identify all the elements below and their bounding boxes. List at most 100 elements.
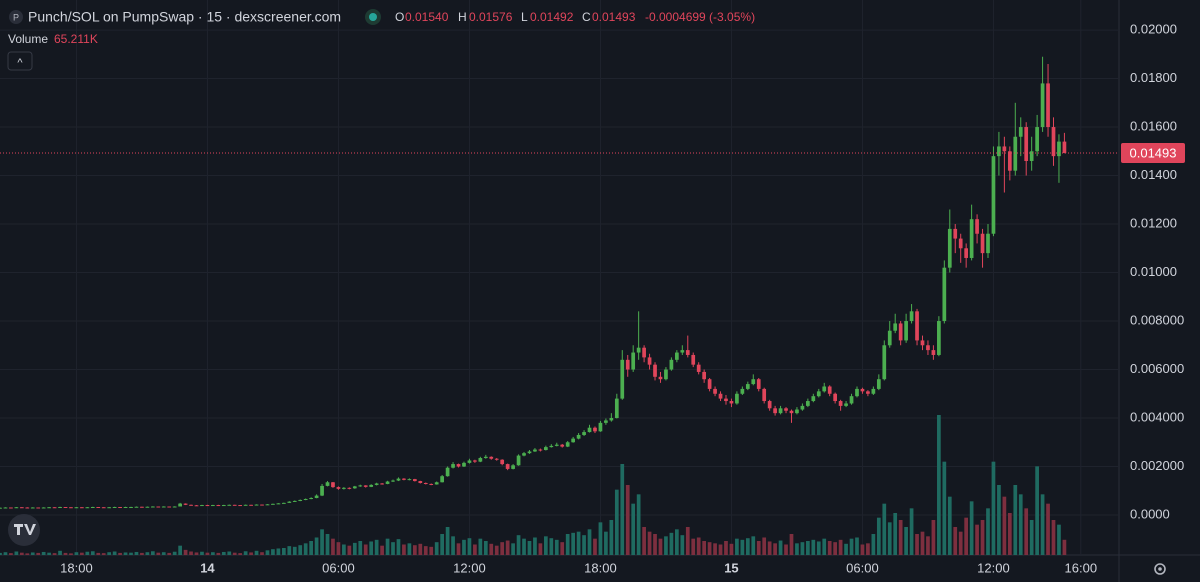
volume-bar — [1035, 466, 1039, 555]
candle-body — [876, 379, 881, 389]
candle-body — [494, 458, 499, 460]
candle-body — [374, 483, 379, 485]
volume-bar — [620, 464, 625, 555]
volume-bar — [718, 544, 723, 555]
x-tick-label: 12:00 — [453, 560, 486, 575]
settings-icon[interactable] — [1154, 563, 1166, 575]
volume-bar — [483, 541, 488, 555]
volume-bar — [702, 541, 707, 555]
volume-bar — [909, 508, 914, 555]
volume-title: Volume — [8, 32, 48, 46]
volume-bar — [735, 538, 739, 555]
candle-body — [0, 507, 2, 509]
candle-body — [456, 464, 461, 467]
symbol-icon-letter: P — [13, 12, 19, 22]
candle-body — [303, 498, 308, 500]
volume-bar — [74, 552, 79, 555]
candle-body — [19, 507, 24, 509]
volume-bar — [221, 551, 226, 555]
candle-body — [41, 507, 46, 509]
volume-bar — [811, 539, 816, 555]
candle-body — [276, 503, 281, 505]
candle-body — [25, 507, 30, 509]
candle-body — [604, 420, 608, 423]
volume-bar — [953, 527, 958, 555]
volume-bar — [904, 527, 908, 555]
candle-body — [423, 482, 428, 484]
candle-body — [500, 459, 505, 465]
volume-bar — [145, 552, 150, 555]
volume-bar — [664, 536, 668, 555]
candle-body — [1002, 146, 1007, 152]
candle-body — [52, 507, 57, 509]
candle-body — [931, 350, 936, 355]
volume-bar — [1002, 496, 1007, 555]
candle-body — [74, 507, 79, 509]
volume-value: 65.211K — [54, 32, 98, 46]
volume-bar — [980, 520, 985, 555]
candle-body — [773, 408, 777, 414]
volume-bar — [658, 538, 663, 555]
candle-body — [342, 487, 346, 489]
candle-body — [287, 501, 292, 503]
candle-body — [871, 388, 876, 394]
tv-logo[interactable] — [8, 514, 40, 546]
volume-bar — [1029, 520, 1034, 555]
volume-bar — [41, 551, 46, 555]
candle-body — [1018, 127, 1023, 137]
candle-body — [309, 498, 313, 500]
candle-body — [271, 503, 275, 505]
candle-body — [751, 379, 756, 385]
candle-body — [986, 233, 990, 254]
candle-body — [855, 388, 859, 397]
candle-body — [893, 323, 898, 331]
y-tick-label: 0.02000 — [1130, 22, 1177, 37]
candle-body — [418, 481, 423, 483]
volume-bar — [778, 540, 783, 555]
candle-body — [178, 503, 182, 507]
volume-bar — [849, 538, 854, 555]
volume-bar — [36, 552, 41, 555]
candle-body — [134, 506, 139, 508]
x-tick-label: 15 — [724, 560, 738, 575]
candle-body — [440, 476, 444, 483]
candle-body — [958, 238, 963, 249]
candle-body — [904, 321, 908, 341]
candle-body — [1040, 83, 1045, 128]
volume-bar — [418, 543, 423, 555]
volume-bar — [898, 520, 903, 555]
volume-bar — [653, 534, 657, 555]
x-tick-label: 06:00 — [322, 560, 355, 575]
volume-bar — [1024, 508, 1029, 555]
candle-body — [762, 388, 767, 402]
candle-body — [14, 507, 19, 509]
volume-bar — [795, 543, 799, 555]
x-tick-label: 06:00 — [846, 560, 879, 575]
collapse-button[interactable] — [7, 51, 33, 71]
candle-body — [407, 479, 412, 481]
collapse-icon[interactable]: ^ — [17, 57, 23, 69]
volume-bar — [964, 517, 969, 555]
candle-body — [549, 445, 554, 448]
volume-bar — [276, 548, 281, 555]
volume-bar — [63, 552, 68, 555]
h-value: 0.01576 — [469, 10, 513, 24]
volume-bar — [462, 539, 466, 555]
candle-body — [101, 507, 106, 509]
volume-bar — [90, 551, 95, 555]
candle-body — [473, 460, 477, 462]
candle-body — [483, 456, 488, 459]
candle-body — [90, 506, 95, 508]
volume-bar — [80, 552, 84, 555]
candle-body — [816, 391, 821, 397]
volume-bar — [134, 551, 139, 555]
volume-bar — [194, 552, 199, 555]
x-tick-label: 14 — [200, 560, 215, 575]
overlay: 0.01493 — [0, 142, 1185, 163]
volume-bar — [997, 485, 1001, 555]
volume-bar — [434, 542, 439, 555]
volume-bar — [445, 527, 450, 555]
candle-body — [412, 479, 417, 482]
volume-bar — [216, 552, 221, 555]
last-price-box — [1121, 142, 1185, 163]
